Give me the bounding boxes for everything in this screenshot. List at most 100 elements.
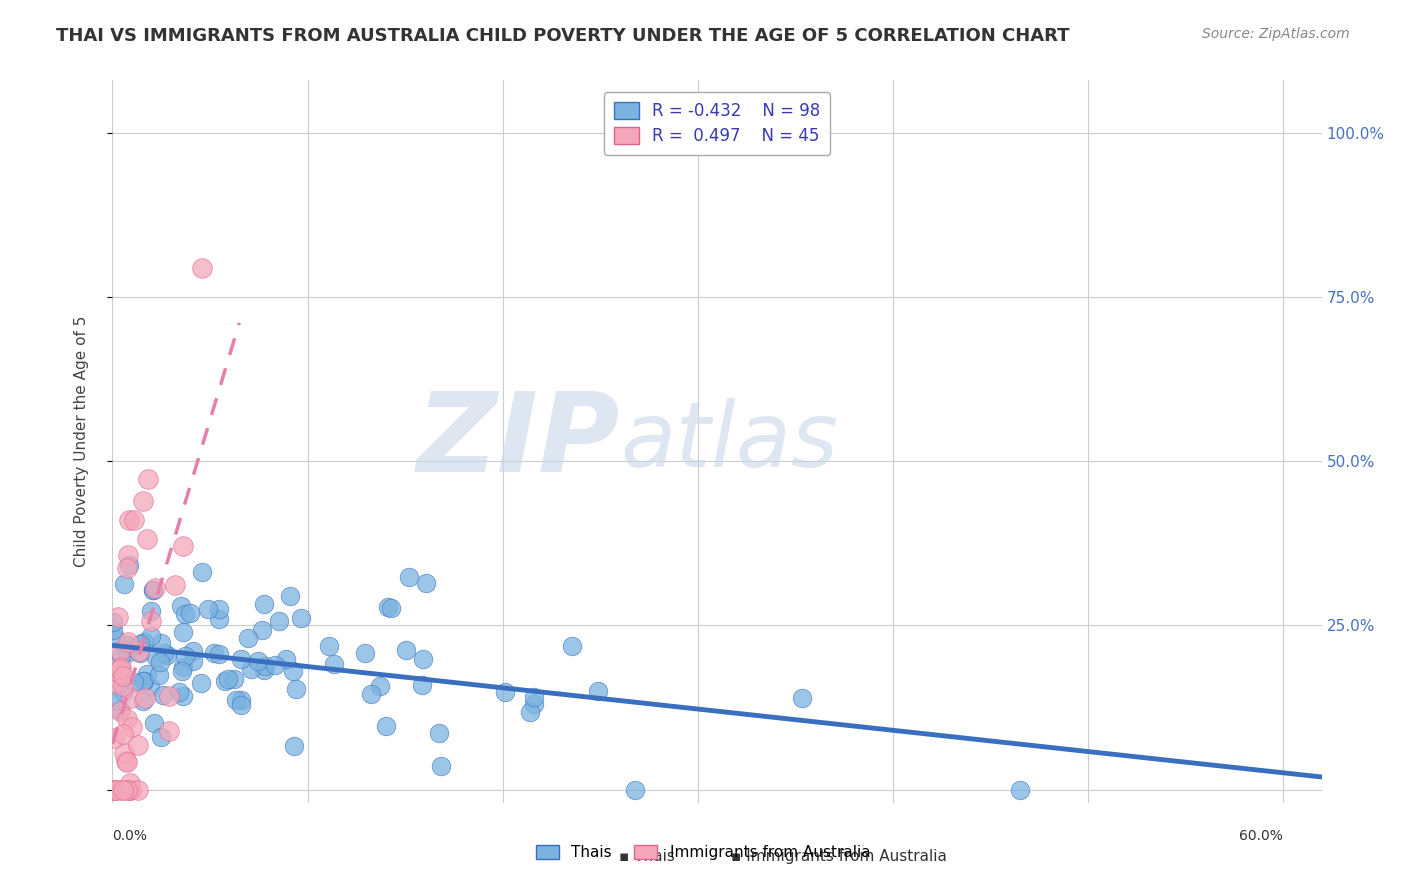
Thais: [229, 652, 252, 666]
Thais: [267, 615, 290, 629]
Thais: [276, 651, 298, 665]
Thais: [360, 687, 382, 701]
Immigrants from Australia: [131, 493, 153, 508]
Immigrants from Australia: [118, 782, 141, 797]
Immigrants from Australia: [135, 532, 157, 546]
Thais: [412, 651, 434, 665]
Thais: [172, 659, 194, 673]
Legend: R = -0.432    N = 98, R =  0.497    N = 45: R = -0.432 N = 98, R = 0.497 N = 45: [603, 92, 831, 155]
Thais: [374, 719, 396, 733]
Immigrants from Australia: [127, 738, 149, 752]
Thais: [494, 685, 516, 699]
Immigrants from Australia: [103, 731, 125, 745]
Thais: [208, 602, 231, 616]
Immigrants from Australia: [127, 782, 149, 797]
Text: ▪ Immigrants from Australia: ▪ Immigrants from Australia: [731, 849, 948, 863]
Thais: [586, 684, 609, 698]
Thais: [252, 623, 274, 637]
Thais: [150, 731, 173, 745]
Immigrants from Australia: [108, 704, 131, 718]
Thais: [202, 646, 225, 660]
Thais: [117, 638, 139, 652]
Thais: [225, 693, 247, 707]
Thais: [231, 698, 253, 712]
Thais: [380, 601, 402, 615]
Thais: [142, 583, 165, 598]
Thais: [519, 705, 541, 719]
Thais: [172, 690, 194, 704]
Immigrants from Australia: [118, 776, 141, 790]
Immigrants from Australia: [103, 782, 125, 797]
Text: ZIP: ZIP: [416, 388, 620, 495]
Thais: [170, 599, 193, 614]
Thais: [179, 606, 201, 620]
Thais: [253, 597, 276, 611]
Immigrants from Australia: [128, 644, 150, 658]
Thais: [129, 637, 152, 651]
Thais: [236, 631, 259, 645]
Immigrants from Australia: [117, 548, 139, 562]
Immigrants from Australia: [165, 578, 187, 592]
Text: 0.0%: 0.0%: [112, 829, 148, 843]
Thais: [153, 646, 176, 660]
Thais: [152, 689, 174, 703]
Thais: [145, 650, 167, 665]
Thais: [229, 693, 252, 707]
Thais: [1008, 782, 1031, 797]
Immigrants from Australia: [115, 561, 138, 575]
Thais: [561, 639, 583, 653]
Thais: [253, 659, 276, 673]
Immigrants from Australia: [121, 720, 143, 734]
Thais: [131, 694, 153, 708]
Thais: [290, 611, 312, 625]
Thais: [263, 657, 285, 672]
Thais: [207, 647, 229, 661]
Thais: [190, 675, 212, 690]
Thais: [411, 678, 433, 692]
Thais: [117, 646, 139, 660]
Immigrants from Australia: [134, 690, 156, 705]
Thais: [128, 646, 150, 660]
Thais: [148, 655, 170, 669]
Thais: [172, 625, 194, 640]
Immigrants from Australia: [110, 660, 132, 674]
Thais: [148, 668, 170, 682]
Thais: [222, 673, 245, 687]
Thais: [118, 558, 141, 572]
Thais: [134, 674, 156, 689]
Immigrants from Australia: [112, 679, 135, 693]
Thais: [112, 685, 135, 699]
Immigrants from Australia: [115, 712, 138, 726]
Immigrants from Australia: [191, 260, 214, 275]
Thais: [181, 644, 204, 658]
Thais: [135, 666, 157, 681]
Thais: [285, 681, 308, 696]
Thais: [214, 674, 236, 689]
Thais: [278, 589, 301, 603]
Thais: [318, 639, 340, 653]
Immigrants from Australia: [101, 782, 124, 797]
Thais: [167, 684, 190, 698]
Thais: [139, 604, 162, 618]
Thais: [281, 664, 304, 678]
Immigrants from Australia: [143, 582, 166, 596]
Thais: [208, 612, 231, 626]
Thais: [790, 691, 813, 706]
Immigrants from Australia: [157, 724, 180, 739]
Immigrants from Australia: [120, 782, 142, 797]
Thais: [395, 643, 418, 657]
Immigrants from Australia: [108, 662, 131, 676]
Thais: [377, 600, 399, 615]
Thais: [247, 654, 270, 668]
Immigrants from Australia: [112, 746, 135, 760]
Thais: [132, 634, 155, 648]
Immigrants from Australia: [103, 676, 125, 690]
Immigrants from Australia: [107, 665, 129, 680]
Thais: [112, 577, 135, 591]
Text: ▪ Thais: ▪ Thais: [619, 849, 675, 863]
Thais: [104, 692, 127, 706]
Thais: [322, 657, 344, 672]
Immigrants from Australia: [104, 782, 127, 797]
Thais: [139, 681, 162, 695]
Thais: [430, 759, 453, 773]
